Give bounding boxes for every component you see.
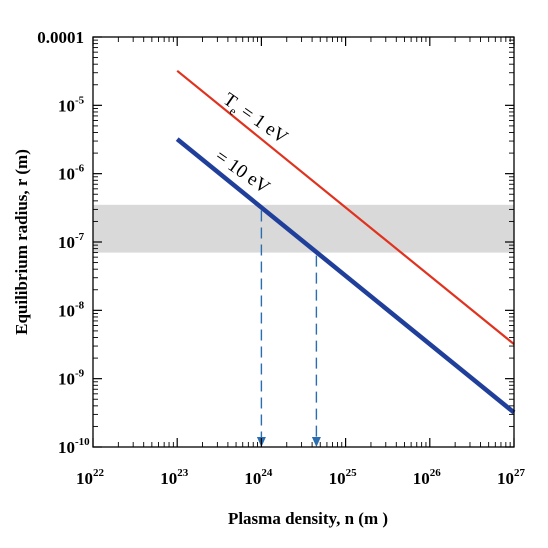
y-tick-label: 10-8 — [58, 299, 85, 320]
y-tick-label: 0.0001 — [37, 28, 84, 47]
x-tick-label: 1023 — [160, 467, 189, 488]
x-tick-label: 1027 — [497, 467, 526, 488]
series-label-te-1ev: Te = 1 eV — [217, 89, 291, 151]
y-tick-label: 10-10 — [58, 436, 90, 457]
x-axis-title: Plasma density, n (m ) — [228, 509, 388, 528]
x-tick-label: 1024 — [244, 467, 273, 488]
series-line-te-10ev — [175, 137, 516, 415]
y-axis-title: Equilibrium radius, r (m) — [12, 149, 31, 335]
x-tick-label: 1025 — [329, 467, 358, 488]
series-line-te-1ev — [176, 69, 515, 346]
y-tick-label: 10-5 — [58, 94, 85, 115]
shaded-band — [93, 204, 514, 253]
y-tick-label: 10-9 — [58, 368, 85, 389]
x-tick-label: 1026 — [413, 467, 442, 488]
reference-arrowhead-2 — [311, 437, 321, 447]
y-tick-label: 10-6 — [58, 163, 85, 184]
x-tick-label: 1022 — [76, 467, 105, 488]
y-tick-label: 10-7 — [58, 231, 85, 252]
